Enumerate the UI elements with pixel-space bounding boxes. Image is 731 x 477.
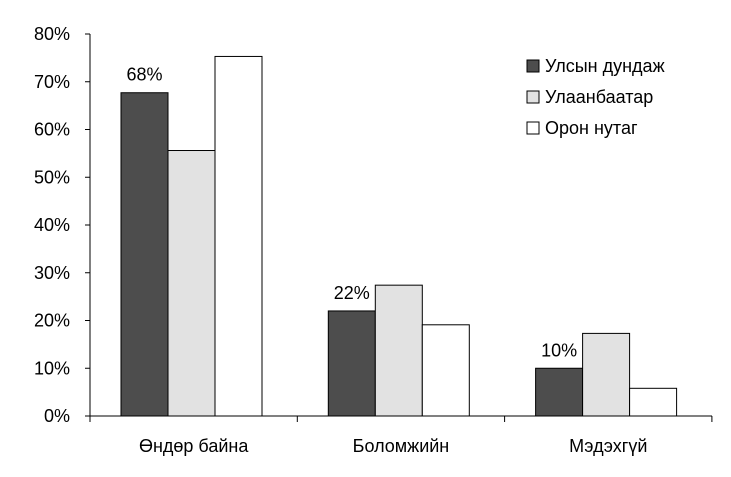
x-category-label: Боломжийн	[353, 436, 450, 456]
data-label: 10%	[541, 340, 577, 360]
y-tick-label: 0%	[44, 406, 70, 426]
y-tick-label: 50%	[34, 167, 70, 187]
legend-label: Улаанбаатар	[545, 87, 653, 107]
x-axis: Өндөр байна Боломжийн Мэдэхгүй	[89, 416, 713, 456]
legend-label: Улсын дундаж	[545, 56, 665, 76]
legend-swatch	[526, 90, 540, 104]
legend-swatch	[526, 59, 540, 73]
bar	[629, 387, 678, 417]
bar	[167, 150, 216, 417]
y-tick-label: 60%	[34, 120, 70, 140]
y-tick-label: 70%	[34, 72, 70, 92]
data-labels: 68% 22% 10%	[126, 65, 577, 361]
bar	[582, 332, 631, 417]
bar	[421, 324, 470, 417]
data-label: 22%	[334, 283, 370, 303]
legend-label: Орон нутаг	[545, 118, 638, 138]
bar	[327, 310, 376, 417]
bar	[374, 284, 423, 417]
legend-swatch	[526, 121, 540, 135]
bar	[535, 367, 584, 417]
y-tick-label: 80%	[34, 24, 70, 44]
bars	[120, 55, 678, 417]
bar	[120, 92, 169, 417]
y-axis: 0% 10% 20% 30% 40% 50% 60% 70% 80%	[34, 24, 90, 426]
x-category-label: Мэдэхгүй	[569, 436, 647, 456]
x-category-label: Өндөр байна	[139, 436, 249, 456]
bar	[214, 55, 263, 417]
legend: Улсын дундаж Улаанбаатар Орон нутаг	[526, 56, 665, 138]
y-tick-label: 20%	[34, 311, 70, 331]
data-label: 68%	[126, 65, 162, 85]
y-tick-label: 10%	[34, 358, 70, 378]
y-tick-label: 30%	[34, 263, 70, 283]
y-tick-label: 40%	[34, 215, 70, 235]
